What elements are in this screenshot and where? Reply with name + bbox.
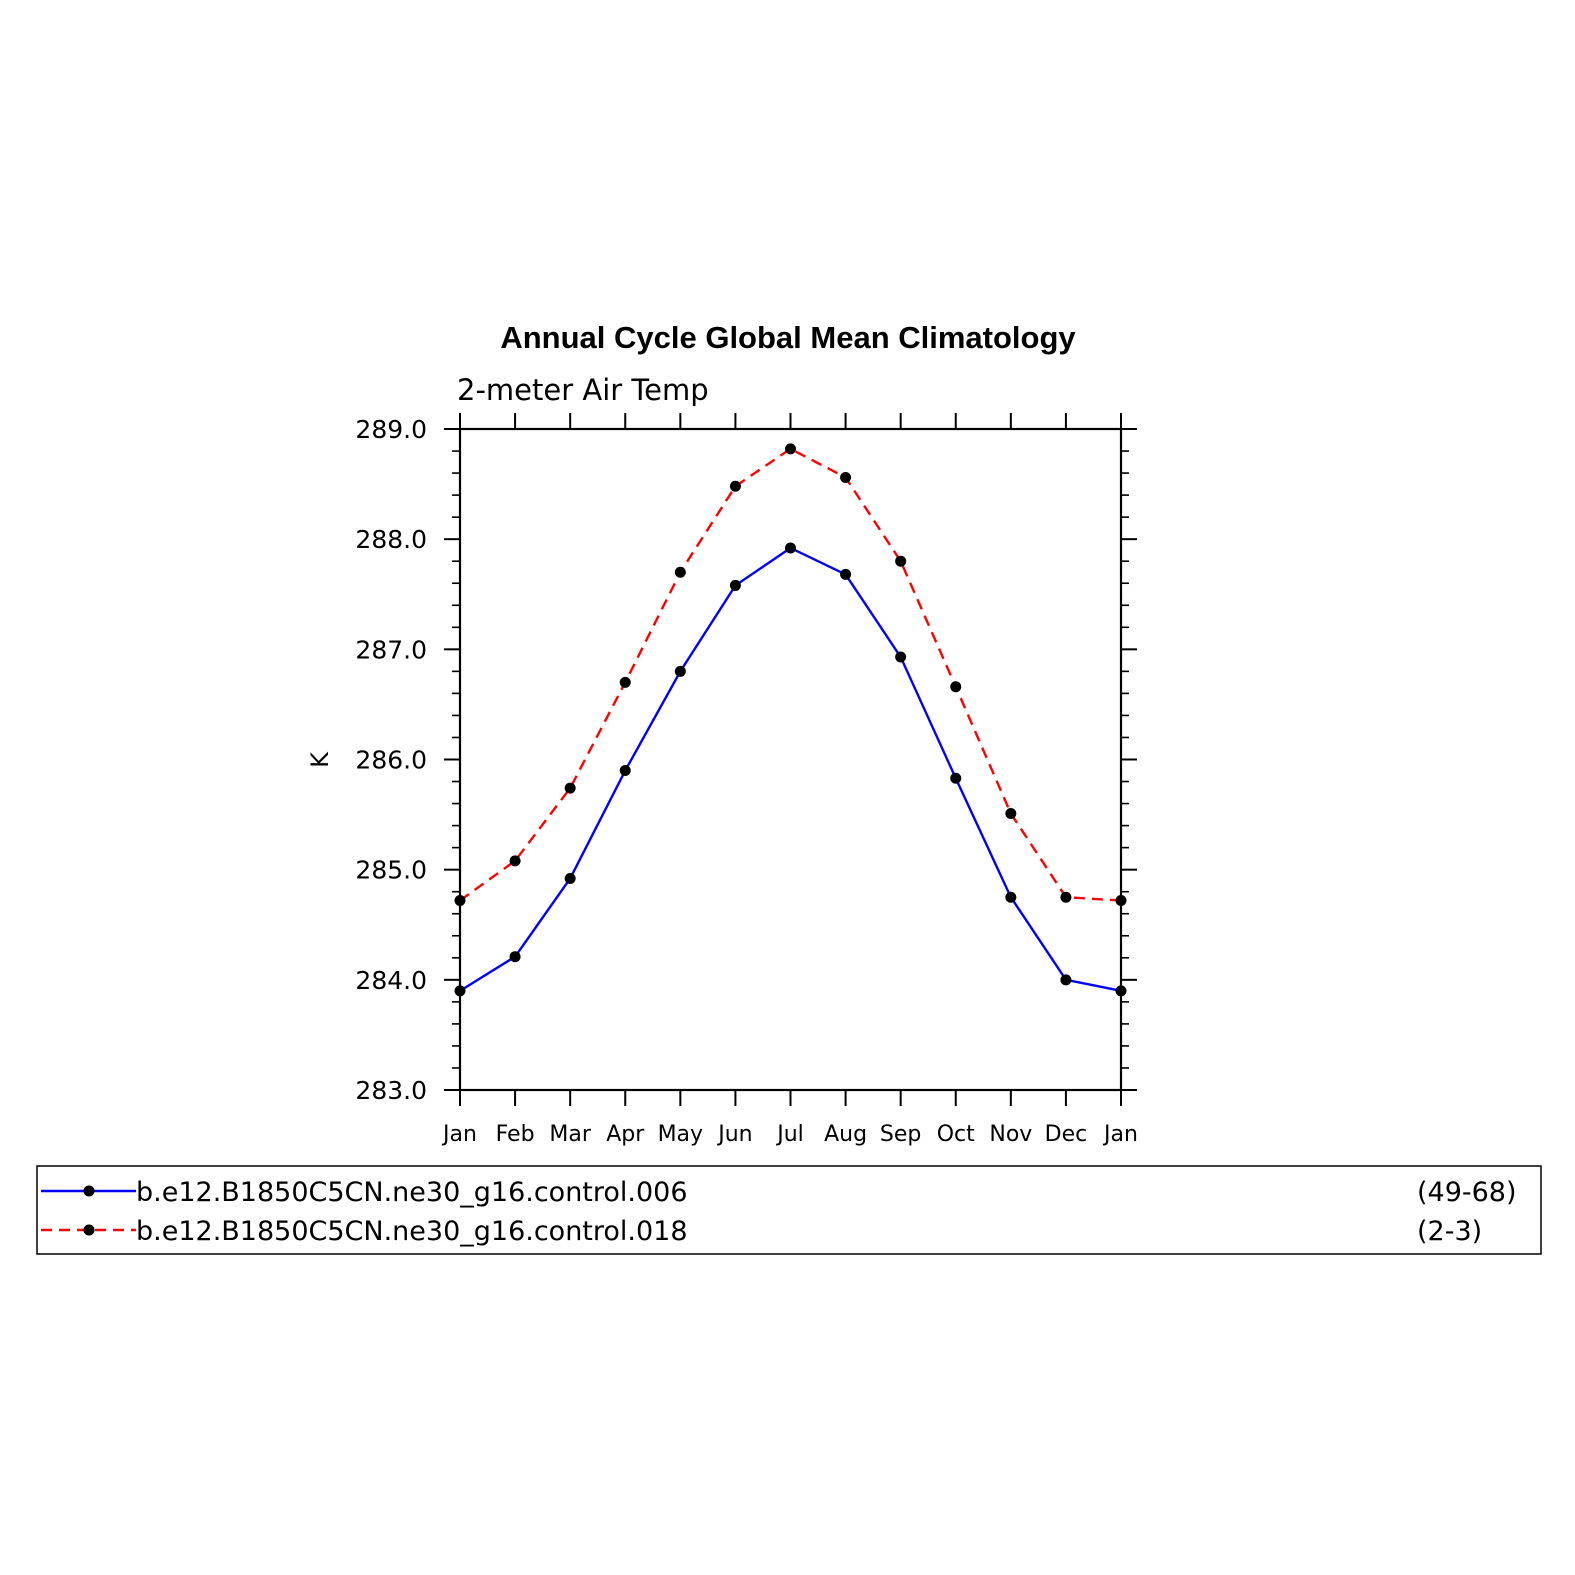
data-point-series-1 [1060, 891, 1072, 903]
data-point-series-0 [564, 872, 576, 884]
x-tick-label: Jun [716, 1122, 752, 1147]
data-point-series-1 [509, 855, 521, 867]
axes: Jan Feb Mar Apr May Jun Jul Aug Sep Oct Nov Dec Jan 2… [355, 413, 1138, 1147]
y-tick-label: 285.0 [355, 856, 427, 885]
y-tick-label: 288.0 [355, 525, 427, 554]
x-tick-label: Nov [989, 1122, 1032, 1147]
chart-title: Annual Cycle Global Mean Climatology [500, 320, 1076, 355]
data-point-series-0 [619, 765, 631, 777]
legend-label-1: b.e12.B1850C5CN.ne30_g16.control.018 [136, 1216, 688, 1247]
data-point-series-1 [1005, 807, 1017, 819]
data-point-series-0 [840, 568, 852, 580]
data-point-series-0 [1060, 974, 1072, 986]
legend: b.e12.B1850C5CN.ne30_g16.control.006 (49-… [36, 1165, 1542, 1255]
data-point-series-0 [785, 542, 796, 554]
x-tick-label: Jan [1102, 1122, 1138, 1147]
data-point-series-1 [785, 443, 796, 455]
x-tick-label: Dec [1045, 1122, 1088, 1147]
data-point-series-1 [840, 471, 852, 483]
data-point-series-0 [950, 772, 962, 784]
plot-frame [458, 427, 1123, 1092]
x-tick-label: Aug [824, 1122, 867, 1147]
legend-items: b.e12.B1850C5CN.ne30_g16.control.006 (49-… [41, 1177, 1517, 1247]
y-tick-label: 283.0 [355, 1076, 427, 1105]
data-point-series-1 [1115, 895, 1127, 907]
data-point-series-0 [1115, 985, 1127, 997]
x-tick-label: Feb [496, 1122, 535, 1147]
data-point-series-0 [509, 951, 521, 963]
y-axis-label: K [306, 751, 334, 768]
data-point-series-1 [454, 895, 466, 907]
y-tick-label: 287.0 [355, 635, 427, 664]
x-tick-label: Oct [937, 1122, 975, 1147]
y-tick-label: 289.0 [355, 415, 427, 444]
x-tick-label: Jan [441, 1122, 477, 1147]
series-lines [459, 447, 1122, 993]
series-line-0 [459, 546, 1122, 993]
data-point-series-1 [895, 555, 907, 567]
y-tick-label: 286.0 [355, 746, 427, 775]
legend-years-0: (49-68) [1417, 1177, 1517, 1208]
x-tick-label: Sep [880, 1122, 921, 1147]
legend-box [36, 1165, 1542, 1255]
data-point-series-0 [674, 665, 686, 677]
chart-subtitle: 2-meter Air Temp [457, 373, 709, 407]
data-point-series-1 [674, 566, 686, 578]
y-tick-label: 284.0 [355, 966, 427, 995]
data-point-series-0 [1005, 891, 1017, 903]
data-point-series-1 [619, 676, 631, 688]
legend-label-0: b.e12.B1850C5CN.ne30_g16.control.006 [136, 1177, 688, 1208]
series-line-1 [459, 447, 1122, 902]
data-point-series-1 [564, 782, 576, 794]
data-point-series-1 [729, 480, 741, 492]
x-tick-label: Apr [606, 1122, 645, 1147]
x-tick-label: Mar [549, 1122, 591, 1147]
legend-years-1: (2-3) [1417, 1216, 1482, 1247]
data-point-series-0 [454, 985, 466, 997]
data-point-series-1 [950, 681, 962, 693]
data-point-series-0 [729, 579, 741, 591]
series-points [454, 443, 1127, 997]
x-tick-label: May [658, 1122, 703, 1147]
legend-marker-1 [83, 1224, 95, 1236]
x-tick-label: Jul [775, 1122, 804, 1147]
data-point-series-0 [895, 651, 907, 663]
legend-marker-0 [83, 1185, 95, 1197]
